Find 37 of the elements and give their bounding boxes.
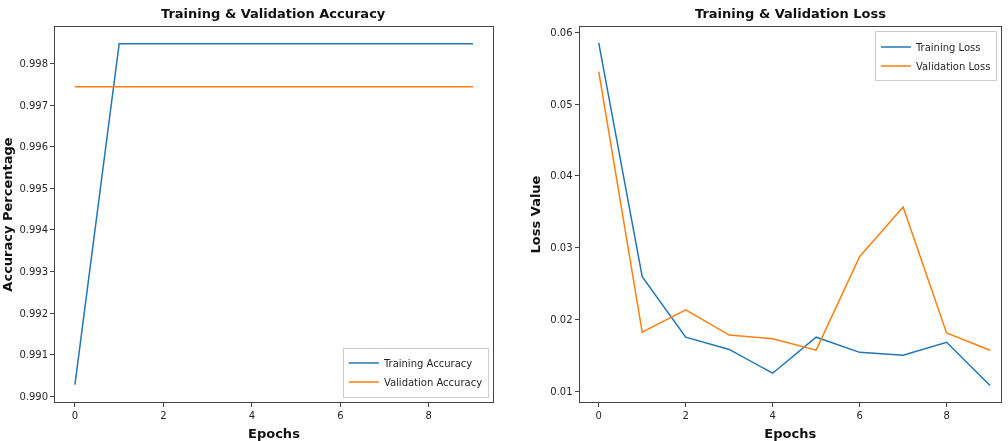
chart-title: Training & Validation Loss [695, 6, 887, 21]
x-tick-label: 4 [248, 410, 256, 421]
line-series [597, 42, 991, 387]
x-tick-label: 4 [769, 410, 776, 421]
x-axis-title: Epochs [248, 425, 301, 441]
line-series [597, 70, 991, 351]
y-tick-label: 0.06 [550, 26, 573, 38]
legend-label: Training Accuracy [382, 357, 473, 369]
y-tick-label: 0.992 [19, 307, 49, 319]
x-axis-title: Epochs [764, 425, 817, 441]
y-tick-label: 0.04 [550, 170, 573, 182]
x-tick-label: 8 [425, 410, 432, 421]
legend-label: Validation Accuracy [383, 376, 483, 388]
x-tick-label: 0 [595, 410, 602, 421]
x-tick-label: 2 [682, 410, 689, 421]
y-tick-label: 0.03 [550, 242, 573, 254]
y-tick-label: 0.993 [19, 265, 49, 277]
legend-label: Validation Loss [915, 60, 991, 72]
y-tick-label: 0.01 [550, 386, 573, 398]
x-tick-label: 6 [337, 410, 344, 421]
y-tick-label: 0.998 [19, 58, 49, 70]
x-tick-label: 2 [160, 410, 167, 421]
y-tick-label: 0.991 [19, 349, 49, 361]
y-axis-title: Accuracy Percentage [0, 137, 15, 292]
chart-title: Training & Validation Accuracy [161, 6, 386, 21]
y-tick-label: 0.994 [19, 224, 49, 236]
y-tick-label: 0.995 [19, 182, 49, 194]
y-tick-label: 0.05 [550, 98, 573, 110]
y-tick-label: 0.990 [19, 390, 49, 402]
y-tick-label: 0.02 [550, 314, 573, 326]
y-tick-label: 0.996 [19, 141, 49, 153]
x-tick-label: 8 [943, 410, 950, 421]
legend-label: Training Loss [914, 41, 981, 53]
y-axis-title: Loss Value [528, 175, 544, 254]
x-tick-label: 6 [856, 410, 863, 421]
x-tick-label: 0 [71, 410, 79, 421]
y-tick-label: 0.997 [19, 99, 49, 111]
